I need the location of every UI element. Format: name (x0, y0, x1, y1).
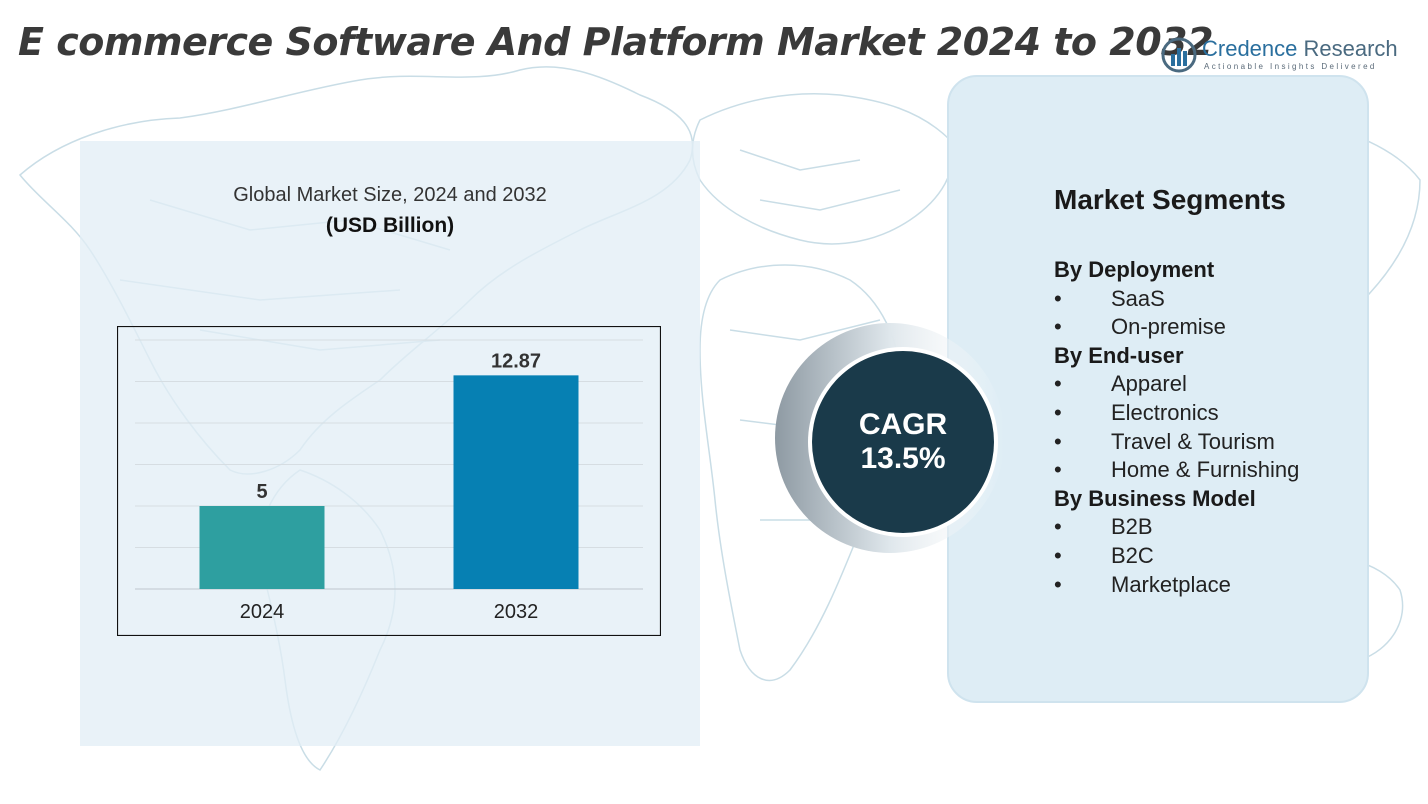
segment-item: • SaaS (1054, 285, 1364, 314)
bar-2032 (453, 375, 579, 589)
bullet-icon: • (1054, 314, 1062, 340)
segment-item: • Apparel (1054, 370, 1364, 399)
tick-label-2024: 2024 (240, 601, 285, 623)
data-label-2024: 5 (256, 481, 267, 503)
page-title: E commerce Software And Platform Market … (18, 20, 1214, 64)
tick-label-2032: 2032 (494, 601, 539, 623)
bar-2024 (199, 506, 325, 589)
segment-item-label: SaaS (1111, 285, 1165, 311)
bullet-icon: • (1054, 399, 1062, 425)
cagr-badge (775, 323, 1005, 553)
segment-item-label: Marketplace (1111, 571, 1231, 597)
bullet-icon: • (1054, 514, 1062, 540)
chart-unit: (USD Billion) (325, 214, 455, 237)
bullet-icon: • (1054, 371, 1062, 397)
bar-chart: 5 2024 12.87 2032 (117, 326, 661, 636)
chart-frame (117, 326, 661, 636)
segment-item: • B2B (1054, 513, 1364, 542)
segments-list: By Deployment • SaaS • On-premise By End-user… (1054, 256, 1364, 599)
segment-item: • B2C (1054, 542, 1364, 571)
segment-item: • Electronics (1054, 399, 1364, 428)
logo-tagline: Actionable Insights Delivered (1204, 62, 1377, 71)
segment-group-heading: By Business Model (1054, 485, 1256, 511)
segment-item: • On-premise (1054, 313, 1364, 342)
logo-brand-part1: Credence (1202, 36, 1298, 61)
segment-item-label: B2C (1111, 542, 1154, 568)
segment-item-label: Electronics (1111, 399, 1219, 425)
logo-brand-name: Credence Research (1202, 36, 1398, 62)
bullet-icon: • (1054, 428, 1062, 454)
cagr-text: CAGR 13.5% (811, 408, 995, 476)
africa-outline (699, 264, 901, 681)
credence-logo-icon (1161, 37, 1197, 73)
segments-title: Market Segments (1054, 184, 1286, 215)
cagr-label: CAGR (858, 408, 948, 441)
segment-item: • Marketplace (1054, 571, 1364, 600)
bullet-icon: • (1054, 571, 1062, 597)
bullet-icon: • (1054, 542, 1062, 568)
data-label-2032: 12.87 (491, 350, 541, 372)
segment-item-label: Home & Furnishing (1111, 457, 1300, 483)
logo-brand-part2: Research (1297, 36, 1398, 61)
credence-logo: Credence Research Actionable Insights De… (1160, 34, 1400, 74)
segment-group-heading: By Deployment (1054, 257, 1215, 282)
segment-item-label: On-premise (1111, 314, 1226, 340)
chart-title: Global Market Size, 2024 and 2032 (233, 184, 547, 206)
bullet-icon: • (1054, 285, 1062, 311)
chart-panel (80, 141, 700, 746)
europe-outline (691, 92, 954, 245)
segment-item-label: Apparel (1111, 371, 1187, 397)
segment-item-label: B2B (1111, 514, 1153, 540)
cagr-value: 13.5% (860, 442, 946, 475)
segment-item: • Home & Furnishing (1054, 456, 1364, 485)
segments-panel (947, 75, 1369, 703)
segment-group-heading: By End-user (1054, 342, 1184, 368)
segment-item: • Travel & Tourism (1054, 428, 1364, 457)
segment-item-label: Travel & Tourism (1111, 428, 1275, 454)
bullet-icon: • (1054, 457, 1062, 483)
cagr-circle (812, 351, 994, 533)
